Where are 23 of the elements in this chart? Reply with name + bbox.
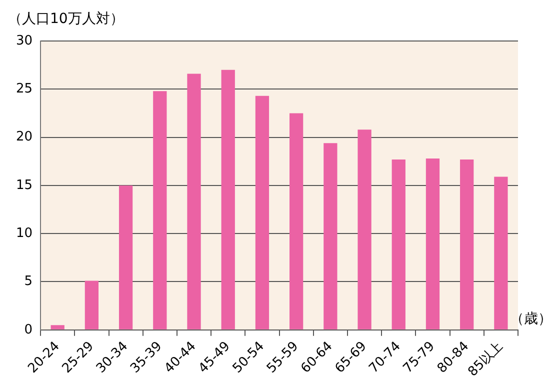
bar bbox=[494, 176, 508, 330]
bar bbox=[392, 159, 406, 330]
x-axis-title: （歳） bbox=[510, 310, 552, 328]
y-axis-title: （人口10万人対） bbox=[8, 10, 124, 28]
bar bbox=[460, 159, 474, 330]
bar bbox=[153, 91, 167, 330]
bar bbox=[187, 74, 201, 330]
bar bbox=[358, 130, 372, 330]
y-tick-label: 30 bbox=[16, 33, 33, 48]
bar bbox=[221, 70, 235, 330]
bar bbox=[290, 113, 304, 330]
bar bbox=[84, 280, 99, 330]
y-tick-label: 10 bbox=[16, 226, 33, 241]
bar bbox=[324, 143, 338, 330]
y-tick-label: 0 bbox=[24, 322, 33, 338]
bar bbox=[118, 185, 133, 330]
bar bbox=[255, 96, 270, 330]
y-tick-label: 5 bbox=[24, 274, 33, 290]
y-tick-label: 25 bbox=[16, 82, 33, 97]
y-tick-label: 20 bbox=[16, 130, 33, 145]
y-tick-label: 15 bbox=[16, 178, 33, 193]
bar bbox=[426, 158, 440, 330]
bar bbox=[50, 325, 64, 330]
